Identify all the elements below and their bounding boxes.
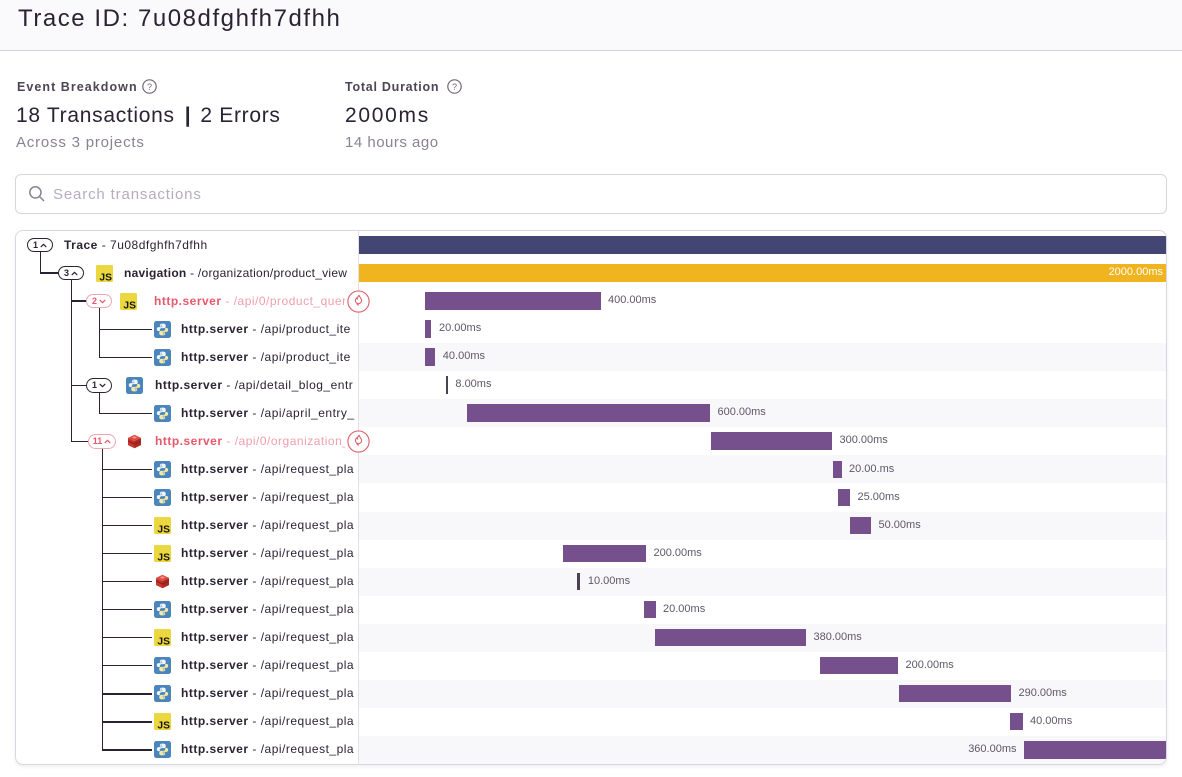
svg-text:?: ? bbox=[452, 82, 457, 92]
svg-text:?: ? bbox=[147, 82, 152, 92]
svg-text:JS: JS bbox=[123, 300, 136, 309]
svg-text:JS: JS bbox=[157, 525, 170, 534]
svg-text:JS: JS bbox=[157, 637, 170, 646]
svg-text:JS: JS bbox=[157, 553, 170, 562]
svg-text:JS: JS bbox=[157, 721, 170, 730]
svg-text:JS: JS bbox=[99, 272, 112, 281]
